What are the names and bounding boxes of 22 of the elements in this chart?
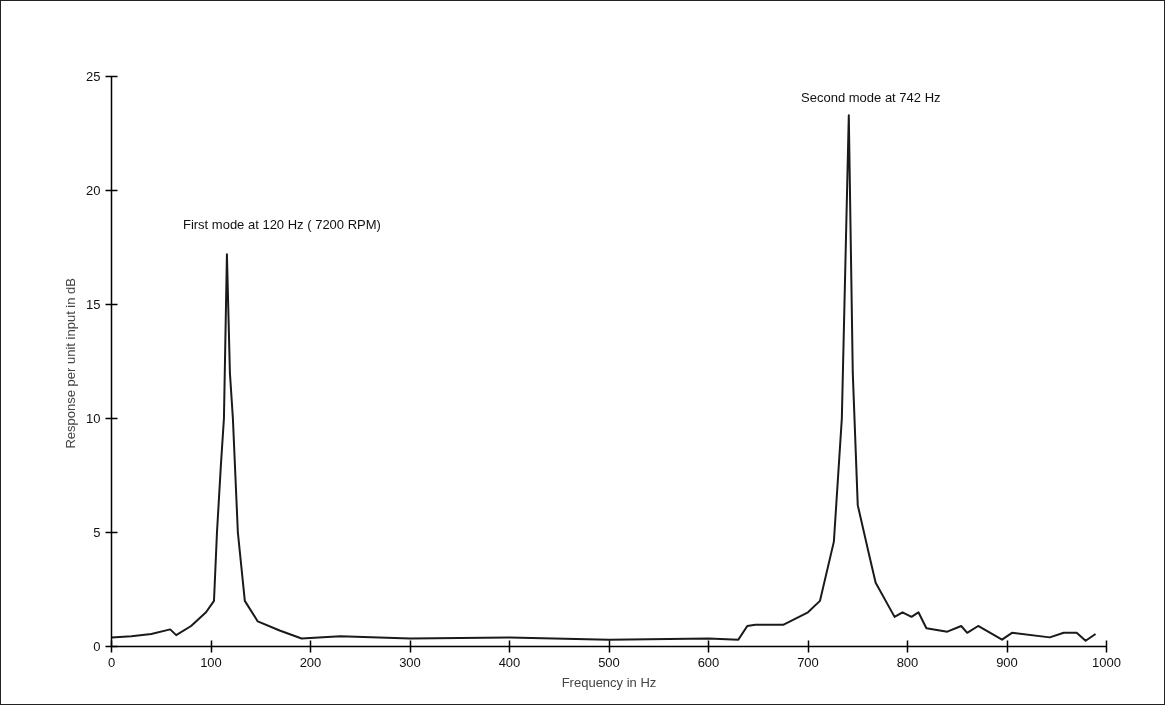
x-tick-label: 600 xyxy=(697,654,720,670)
x-tick-label: 0 xyxy=(107,654,116,670)
y-tick-label: 15 xyxy=(86,297,101,312)
y-tick-label: 0 xyxy=(93,639,101,654)
x-tick-label: 200 xyxy=(299,654,322,670)
x-tick-label: 700 xyxy=(797,654,819,670)
y-tick-label: 20 xyxy=(86,183,101,198)
x-tick-label: 1000 xyxy=(1092,654,1121,670)
line-series xyxy=(111,114,1097,642)
x-axis-title: Frequency in Hz xyxy=(561,674,657,690)
x-tick-label: 800 xyxy=(896,654,919,670)
annotation: First mode at 120 Hz ( 7200 RPM) xyxy=(182,217,381,233)
y-axis-title: Response per unit input in dB xyxy=(63,278,79,449)
x-tick-label: 400 xyxy=(498,654,521,670)
x-tick-label: 100 xyxy=(200,654,222,670)
y-tick-label: 10 xyxy=(86,411,101,426)
x-tick-label: 900 xyxy=(996,654,1018,670)
y-tick-label: 5 xyxy=(93,525,101,540)
x-tick-label: 300 xyxy=(399,654,421,670)
annotation: Second mode at 742 Hz xyxy=(801,90,941,106)
y-tick-label: 25 xyxy=(86,69,101,84)
x-tick-label: 500 xyxy=(598,654,620,670)
